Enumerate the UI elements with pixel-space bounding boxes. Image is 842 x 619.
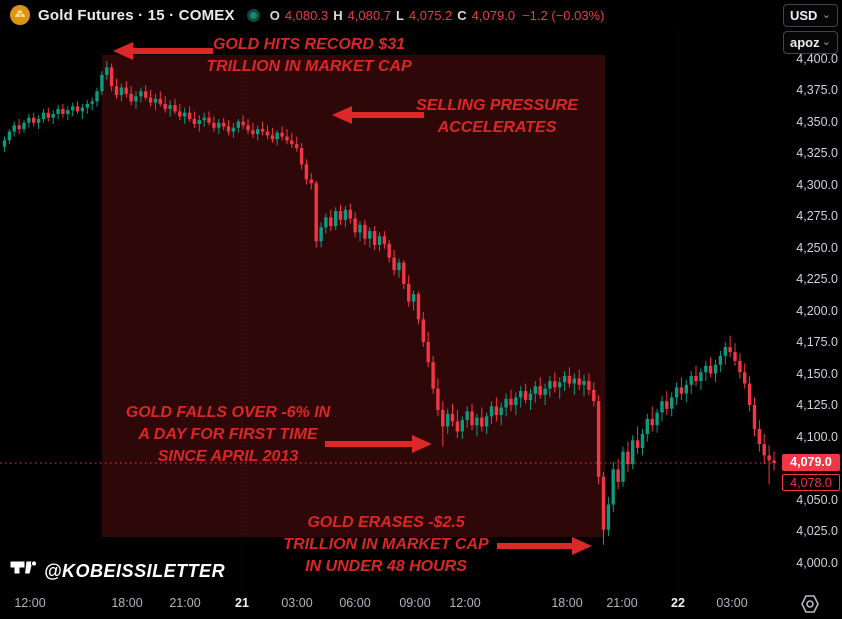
chart-canvas[interactable] xyxy=(0,30,780,590)
change-value: −1.2 (−0.03%) xyxy=(522,7,605,23)
time-tick-day-label: 22 xyxy=(671,596,685,610)
currency-dropdown[interactable]: USD ⌄ xyxy=(783,4,838,27)
low-value: 4,075.2 xyxy=(408,7,453,23)
price-tick-label: 4,200.0 xyxy=(796,304,838,318)
price-tick-label: 4,400.0 xyxy=(796,52,838,66)
price-tick-label: 4,250.0 xyxy=(796,241,838,255)
tradingview-logo-icon xyxy=(10,560,37,575)
gold-symbol-icon xyxy=(10,5,30,25)
price-tick-label: 4,225.0 xyxy=(796,272,838,286)
watermark: @KOBEISSILETTER xyxy=(10,560,225,582)
time-tick-label: 06:00 xyxy=(339,596,371,610)
high-value: 4,080.7 xyxy=(347,7,391,23)
watermark-handle: @KOBEISSILETTER xyxy=(44,560,226,581)
market-status-icon[interactable] xyxy=(246,8,260,22)
time-tick-label: 18:00 xyxy=(551,596,583,610)
annotation-record-high[interactable]: GOLD HITS RECORD $31 TRILLION IN MARKET … xyxy=(206,36,412,75)
time-tick-label: 21:00 xyxy=(169,596,201,610)
low-label: L xyxy=(395,7,404,23)
price-tick-label: 4,375.0 xyxy=(796,83,838,97)
price-tick-label: 4,275.0 xyxy=(796,209,838,223)
time-tick-label: 09:00 xyxy=(399,596,431,610)
price-tick-label: 4,025.0 xyxy=(796,524,838,538)
price-tick-label: 4,100.0 xyxy=(796,430,838,444)
time-tick-day-label: 21 xyxy=(235,596,249,610)
symbol-header: Gold Futures · 15 · COMEX O 4,080.3 H 4,08… xyxy=(0,0,780,30)
price-tick-label: 4,175.0 xyxy=(796,335,838,349)
price-tick-label: 4,300.0 xyxy=(796,178,838,192)
price-tick-label: 4,125.0 xyxy=(796,398,838,412)
settings-gear-icon[interactable] xyxy=(799,593,821,615)
annotation-six-percent-drop[interactable]: GOLD FALLS OVER -6% IN A DAY FOR FIRST T… xyxy=(125,404,331,465)
chevron-down-icon: ⌄ xyxy=(821,9,831,21)
close-value: 4,079.0 xyxy=(471,7,516,23)
price-tick-label: 4,150.0 xyxy=(796,367,838,381)
chevron-down-icon: ⌄ xyxy=(821,36,831,48)
price-axis[interactable]: 4,079.0 4,078.0 4,400.0 4,375.0 4,350.0 4,3… xyxy=(780,0,842,619)
unit-dropdown[interactable]: apoz ⌄ xyxy=(783,31,838,54)
price-tick-label: 4,000.0 xyxy=(796,556,838,570)
time-tick-label: 03:00 xyxy=(716,596,748,610)
currency-dropdown-value: USD xyxy=(790,8,818,23)
candlestick-series xyxy=(2,61,776,545)
close-label: C xyxy=(457,7,467,23)
current-price-label: 4,079.0 xyxy=(782,454,840,471)
price-tick-label: 4,050.0 xyxy=(796,493,838,507)
price-tick-label: 4,350.0 xyxy=(796,115,838,129)
time-tick-label: 03:00 xyxy=(281,596,313,610)
highlight-region xyxy=(102,55,605,537)
annotation-market-cap-erased[interactable]: GOLD ERASES -$2.5 TRILLION IN MARKET CAP… xyxy=(283,514,489,575)
time-tick-label: 18:00 xyxy=(111,596,143,610)
secondary-price-label: 4,078.0 xyxy=(782,474,840,491)
time-tick-label: 12:00 xyxy=(14,596,46,610)
high-label: H xyxy=(333,7,343,23)
time-tick-label: 12:00 xyxy=(449,596,481,610)
annotation-selling-pressure[interactable]: SELLING PRESSURE ACCELERATES xyxy=(416,97,578,136)
unit-dropdown-value: apoz xyxy=(790,35,820,50)
price-tick-label: 4,325.0 xyxy=(796,146,838,160)
time-tick-label: 21:00 xyxy=(606,596,638,610)
ohlc-values: O 4,080.3 H 4,080.7 L 4,075.2 C 4,079.0 −1.2… xyxy=(270,8,605,23)
symbol-title[interactable]: Gold Futures · 15 · COMEX xyxy=(38,6,235,24)
open-value: 4,080.3 xyxy=(284,7,329,23)
open-label: O xyxy=(269,7,280,23)
time-axis[interactable]: 12:00 18:00 21:00 21 03:00 06:00 09:00 12:00 18:… xyxy=(0,590,780,619)
